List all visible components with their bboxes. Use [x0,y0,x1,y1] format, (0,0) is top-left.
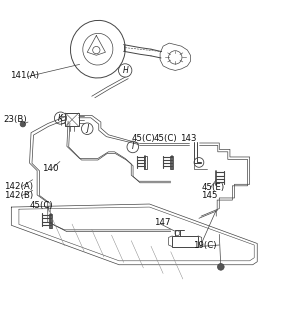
Bar [49,214,52,228]
Text: 45(C): 45(C) [30,201,53,210]
Text: K: K [58,114,63,123]
Bar [144,156,147,169]
Text: H: H [122,66,128,75]
Text: 141(A): 141(A) [10,71,39,80]
Circle shape [20,122,26,127]
Text: I: I [132,142,134,151]
Text: 142(B): 142(B) [4,191,33,200]
Bar [172,236,198,246]
Text: 19(C): 19(C) [193,241,217,250]
Text: 45(E): 45(E) [201,183,224,192]
Text: 147: 147 [154,218,170,227]
Text: 23(B): 23(B) [4,115,27,124]
Text: 45(C): 45(C) [131,134,155,143]
Text: 140: 140 [42,164,58,173]
Text: J: J [86,124,88,133]
Text: 45(C): 45(C) [154,134,178,143]
Bar [65,113,79,126]
Text: 143: 143 [180,134,196,143]
Circle shape [217,264,224,270]
Text: 142(A): 142(A) [4,182,33,191]
Text: 145: 145 [201,191,217,200]
Bar [170,156,173,169]
